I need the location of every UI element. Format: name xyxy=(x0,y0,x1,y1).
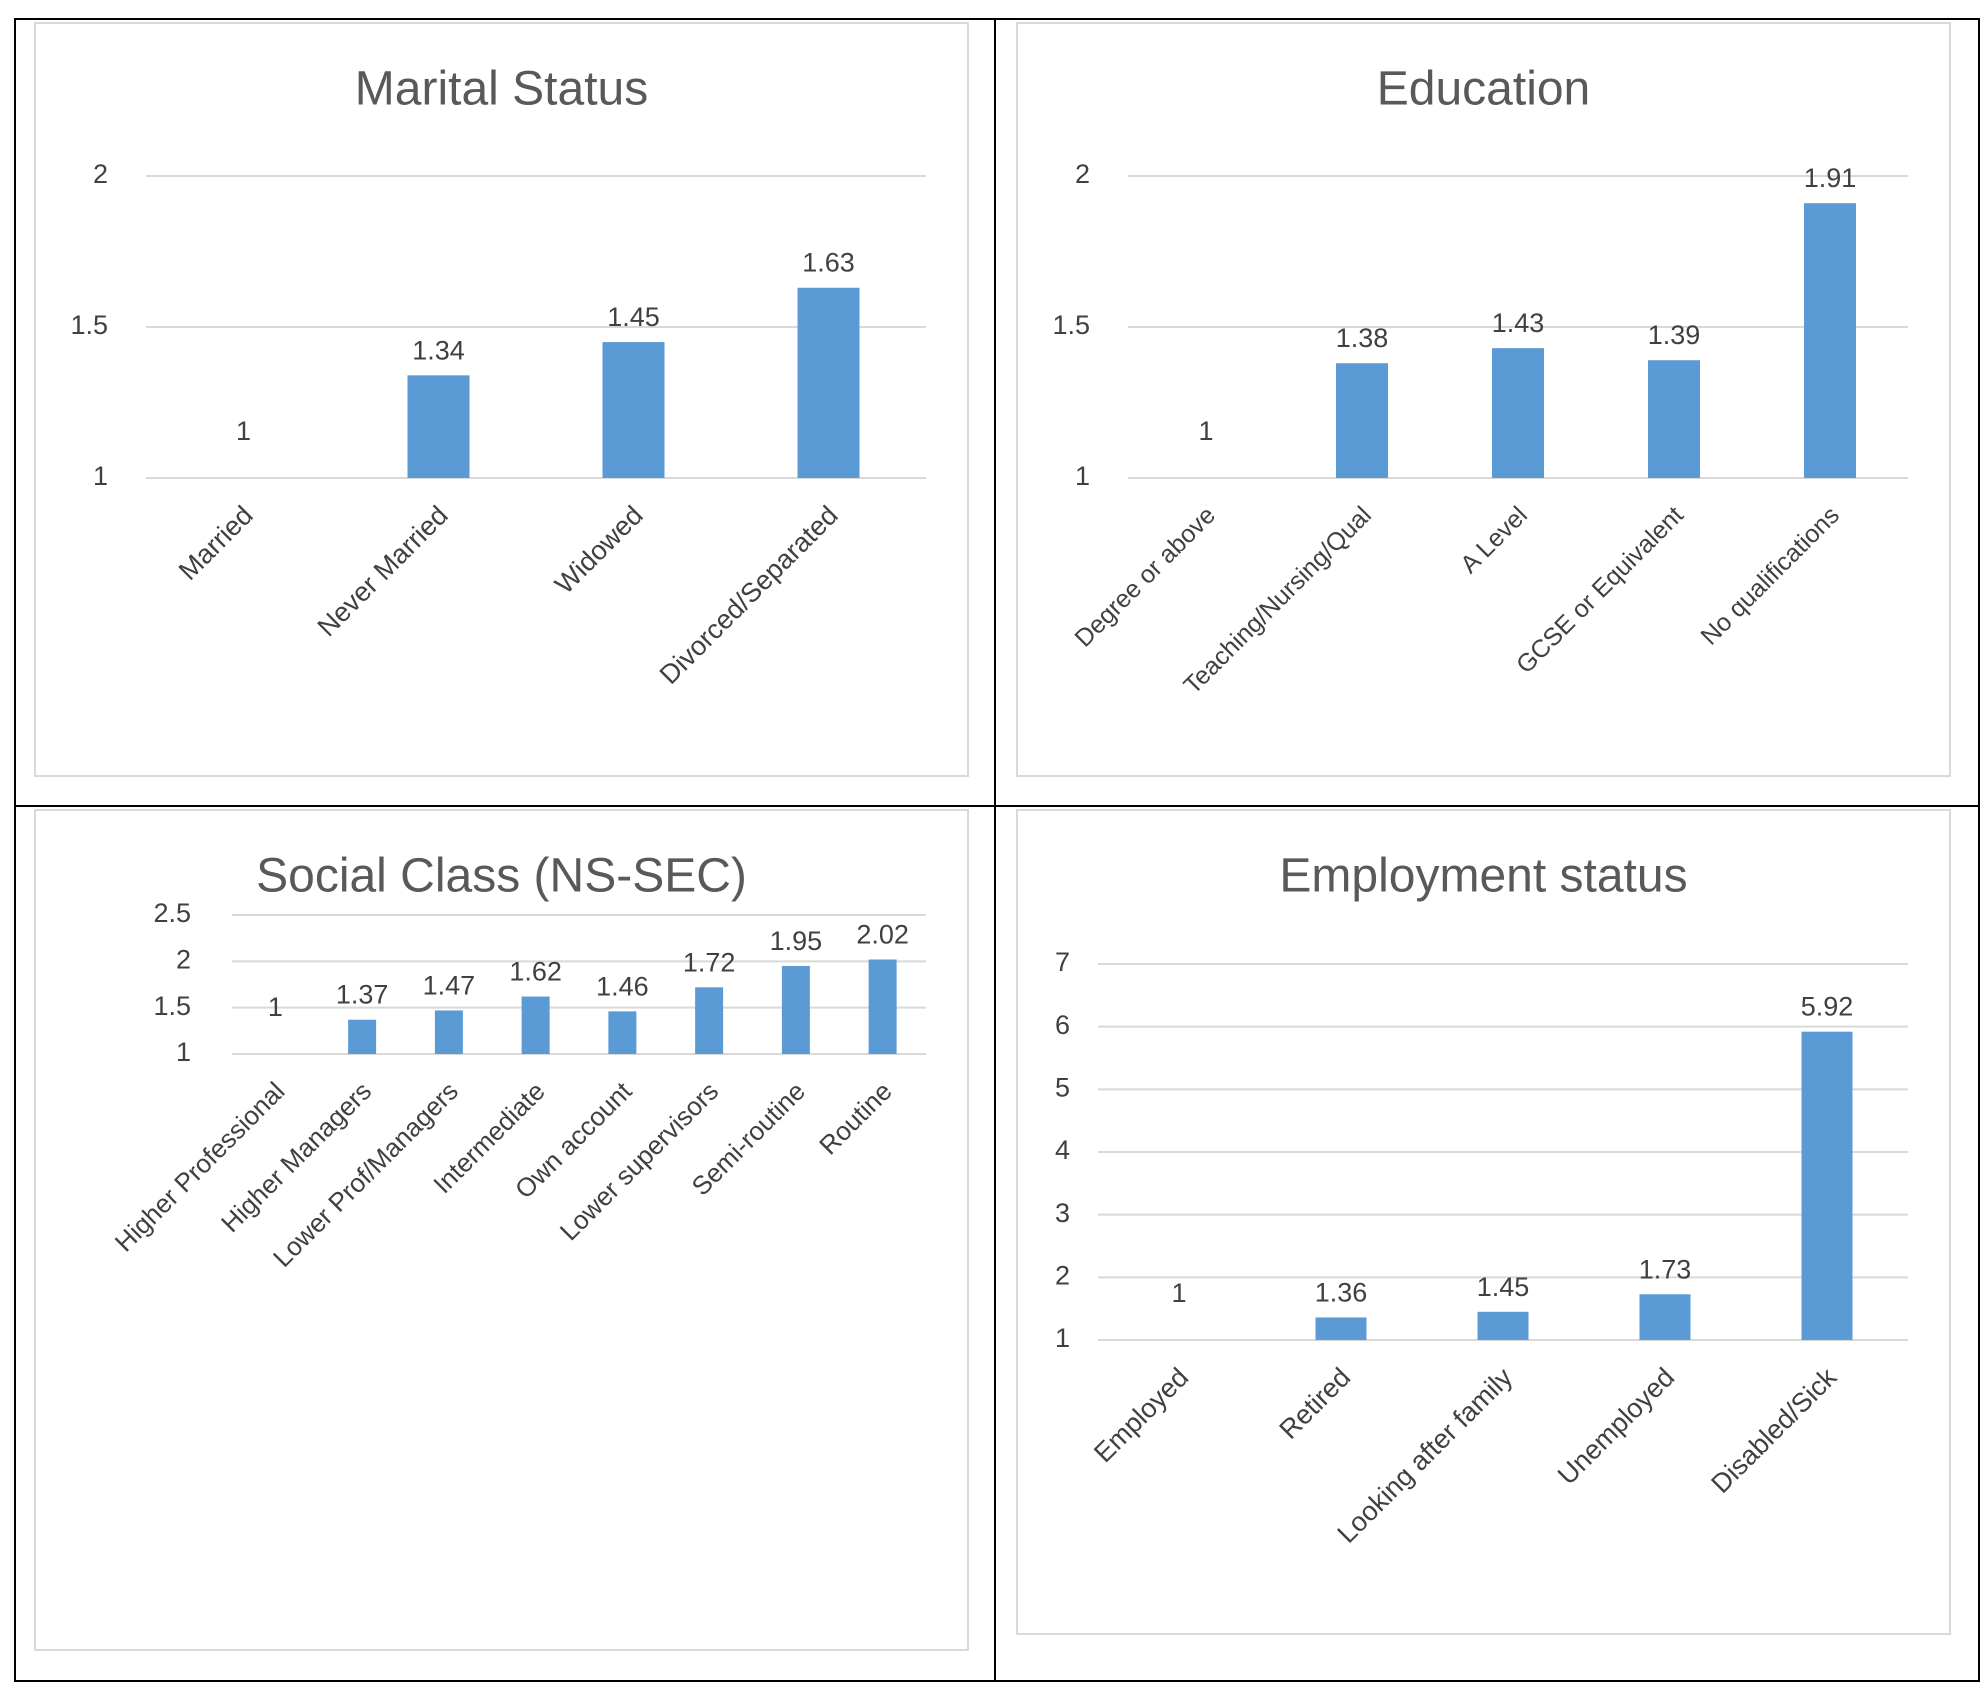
table-divider-vertical xyxy=(994,18,996,1682)
data-label: 1.72 xyxy=(683,947,736,977)
chart-title: Employment status xyxy=(1279,850,1687,903)
table-border-left xyxy=(14,18,16,1682)
category-label: GCSE or Equivalent xyxy=(1511,501,1689,679)
bar xyxy=(608,1011,637,1054)
bar xyxy=(1804,203,1856,478)
data-label: 1.36 xyxy=(1315,1277,1368,1307)
category-label: Unemployed xyxy=(1552,1362,1680,1490)
category-label: Routine xyxy=(813,1076,898,1161)
bar xyxy=(407,375,470,478)
y-tick-label: 1.5 xyxy=(153,991,191,1021)
chart-title: Social Class (NS-SEC) xyxy=(256,850,747,903)
y-tick-label: 1 xyxy=(93,461,108,491)
category-label: Retired xyxy=(1274,1362,1357,1445)
chart-title: Education xyxy=(1377,63,1591,116)
y-tick-label: 1 xyxy=(1055,1323,1070,1353)
category-label: Higher Professional xyxy=(109,1076,291,1258)
chart-svg: Employment status 1 2 3 4 5 6 7 1 Employed 1.36 Ret… xyxy=(1055,850,1908,1549)
category-label: Disabled/Sick xyxy=(1705,1362,1842,1499)
bar xyxy=(781,965,810,1054)
y-tick-label: 6 xyxy=(1055,1010,1070,1040)
data-label: 1.45 xyxy=(1477,1272,1530,1302)
y-tick-label: 1.5 xyxy=(1052,310,1090,340)
data-label: 1.95 xyxy=(770,926,823,956)
chart-svg: Marital Status 1 1.5 2 1 Married 1.34 Never Mar… xyxy=(70,63,926,690)
data-label: 1.39 xyxy=(1648,320,1701,350)
data-label: 1.38 xyxy=(1336,323,1389,353)
data-label: 1.63 xyxy=(802,248,855,278)
bar xyxy=(602,342,665,478)
category-label: No qualifications xyxy=(1695,501,1845,651)
data-label: 1.43 xyxy=(1492,308,1545,338)
data-label: 1.91 xyxy=(1804,163,1857,193)
bar xyxy=(1336,363,1388,478)
data-label: 2.02 xyxy=(856,919,909,949)
data-label: 1.34 xyxy=(412,335,465,365)
bar xyxy=(1477,1311,1529,1340)
category-label: A Level xyxy=(1455,501,1533,579)
bar xyxy=(521,996,550,1054)
category-label: Lower supervisors xyxy=(554,1076,724,1246)
y-tick-label: 1 xyxy=(1075,461,1090,491)
bar xyxy=(1492,348,1544,478)
category-label: Employed xyxy=(1088,1362,1194,1468)
bar xyxy=(695,987,724,1054)
data-label: 1.46 xyxy=(596,971,649,1001)
bar xyxy=(1639,1294,1691,1340)
chart-svg: Social Class (NS-SEC) 1 1.5 2 2.5 1 Higher Pro… xyxy=(109,850,926,1273)
chart-title: Marital Status xyxy=(355,63,648,116)
data-label: 1 xyxy=(236,416,251,446)
table-border-right xyxy=(1978,18,1980,1682)
bar xyxy=(434,1010,463,1054)
data-label: 1.47 xyxy=(423,970,476,1000)
category-label: Higher Managers xyxy=(215,1076,377,1238)
data-label: 1.45 xyxy=(607,302,660,332)
category-label: Never Married xyxy=(312,500,454,642)
bar xyxy=(1801,1031,1853,1340)
table-border-bottom xyxy=(14,1680,1980,1682)
y-tick-label: 2 xyxy=(1055,1260,1070,1290)
chart-panel-employment-status: Employment status 1 2 3 4 5 6 7 1 Employed 1.36 Ret… xyxy=(1016,809,1951,1635)
data-label: 5.92 xyxy=(1801,992,1854,1022)
y-tick-label: 1 xyxy=(176,1037,191,1067)
y-tick-label: 4 xyxy=(1055,1135,1070,1165)
y-tick-label: 2.5 xyxy=(153,898,191,928)
chart-panel-social-class: Social Class (NS-SEC) 1 1.5 2 2.5 1 Higher Pro… xyxy=(34,809,969,1651)
bar xyxy=(1315,1317,1367,1340)
table-border-top xyxy=(14,18,1980,20)
data-label: 1.62 xyxy=(509,957,562,987)
bar xyxy=(348,1019,377,1054)
category-label: Married xyxy=(173,500,259,586)
y-tick-label: 2 xyxy=(1075,159,1090,189)
data-label: 1 xyxy=(268,992,283,1022)
bar xyxy=(1648,360,1700,478)
category-label: Widowed xyxy=(549,500,649,600)
category-label: Degree or above xyxy=(1069,501,1220,652)
data-label: 1.37 xyxy=(336,980,389,1010)
y-tick-label: 5 xyxy=(1055,1072,1070,1102)
bar xyxy=(797,287,860,478)
data-label: 1 xyxy=(1198,416,1213,446)
bar xyxy=(868,959,897,1054)
category-label: Divorced/Separated xyxy=(654,500,844,690)
y-tick-label: 7 xyxy=(1055,947,1070,977)
chart-panel-education: Education 1 1.5 2 1 Degree or above 1.38 Teachi… xyxy=(1016,22,1951,777)
data-label: 1.73 xyxy=(1639,1254,1692,1284)
y-tick-label: 3 xyxy=(1055,1198,1070,1228)
table-divider-horizontal xyxy=(14,805,1980,807)
data-label: 1 xyxy=(1171,1278,1186,1308)
y-tick-label: 2 xyxy=(93,159,108,189)
y-tick-label: 1.5 xyxy=(70,310,108,340)
y-tick-label: 2 xyxy=(176,944,191,974)
category-label: Looking after family xyxy=(1332,1362,1519,1549)
chart-panel-marital-status: Marital Status 1 1.5 2 1 Married 1.34 Never Mar… xyxy=(34,22,969,777)
